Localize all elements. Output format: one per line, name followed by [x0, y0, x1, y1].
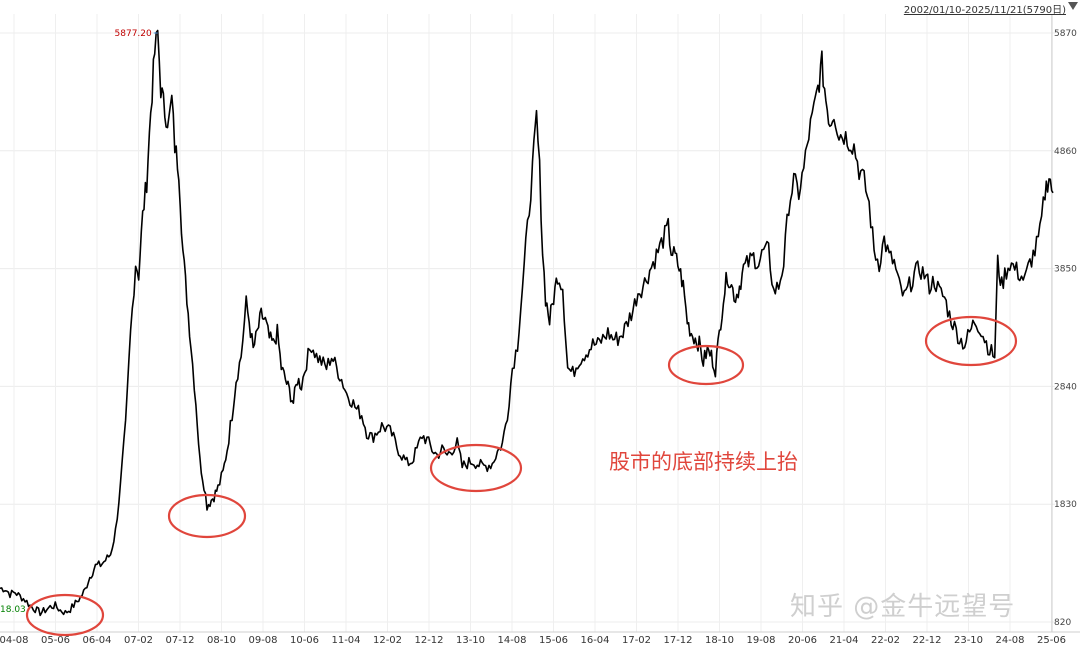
- bottom-circle: [25, 593, 105, 637]
- max-value-label: 5877.20: [115, 29, 152, 39]
- x-tick-label: 12-02: [373, 635, 402, 646]
- x-tick-label: 17-12: [663, 635, 692, 646]
- y-tick-label: 820: [1054, 618, 1071, 628]
- x-tick-label: 25-06: [1037, 635, 1066, 646]
- x-tick-label: 21-04: [829, 635, 858, 646]
- x-tick-label: 05-06: [41, 635, 70, 646]
- bottom-circle: [429, 443, 523, 493]
- triangle-down-icon[interactable]: [1068, 2, 1078, 10]
- y-axis: 5870 4860 3850 2840 1830 820: [1051, 14, 1077, 632]
- chart-grid: [0, 14, 1055, 632]
- x-tick-label: 15-06: [539, 635, 568, 646]
- x-tick-label: 24-08: [995, 635, 1024, 646]
- date-range-label[interactable]: 2002/01/10-2025/11/21(5790日): [903, 5, 1066, 16]
- x-tick-label: 23-10: [954, 635, 983, 646]
- x-tick-label: 12-12: [414, 635, 443, 646]
- x-tick-label: 20-06: [788, 635, 817, 646]
- x-axis: 04-08 05-06 06-04 07-02 07-12 08-10 09-08 10-06…: [0, 631, 1080, 646]
- x-tick-label: 08-10: [207, 635, 236, 646]
- chart-annotation: 股市的底部持续上抬: [609, 450, 798, 474]
- x-tick-label: 19-08: [746, 635, 775, 646]
- bottom-circle: [667, 344, 745, 386]
- x-tick-label: 11-04: [331, 635, 360, 646]
- y-tick-label: 2840: [1054, 382, 1077, 392]
- extreme-labels: 5877.20 18.03: [0, 29, 158, 615]
- x-tick-label: 07-02: [124, 635, 153, 646]
- x-tick-label: 16-04: [580, 635, 609, 646]
- bottom-circle: [167, 493, 247, 539]
- y-tick-label: 1830: [1054, 500, 1077, 510]
- x-tick-label: 06-04: [82, 635, 111, 646]
- x-tick-label: 22-02: [871, 635, 900, 646]
- x-tick-label: 10-06: [290, 635, 319, 646]
- x-tick-label: 14-08: [497, 635, 526, 646]
- y-tick-label: 5870: [1054, 29, 1077, 39]
- x-tick-label: 13-10: [456, 635, 485, 646]
- x-tick-label: 22-12: [912, 635, 941, 646]
- watermark: 知乎 @金牛远望号: [790, 592, 1016, 622]
- x-tick-label: 18-10: [705, 635, 734, 646]
- bottom-circles: [25, 315, 1018, 637]
- min-value-label: 18.03: [0, 605, 26, 615]
- bottom-circle: [924, 315, 1018, 367]
- y-tick-label: 3850: [1054, 265, 1077, 275]
- x-tick-label: 17-02: [622, 635, 651, 646]
- x-tick-label: 09-08: [248, 635, 277, 646]
- series-line: [0, 29, 1054, 617]
- y-tick-label: 4860: [1054, 147, 1077, 157]
- x-tick-label: 04-08: [0, 635, 29, 646]
- x-tick-label: 07-12: [165, 635, 194, 646]
